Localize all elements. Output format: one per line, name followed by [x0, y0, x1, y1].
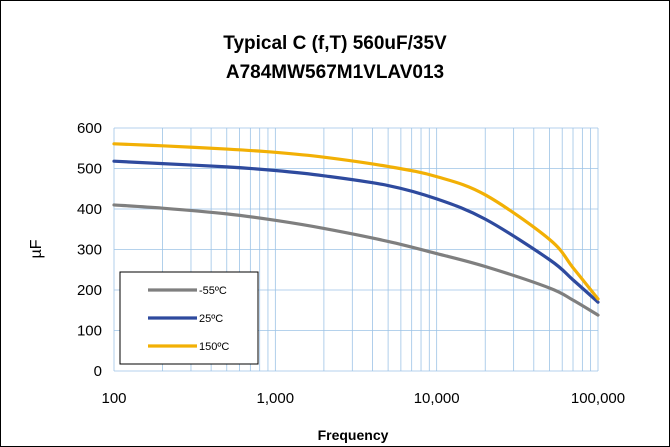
- y-tick-label: 0: [94, 363, 102, 380]
- x-tick-label: 100,000: [571, 390, 625, 407]
- y-tick-label: 600: [77, 120, 102, 137]
- y-tick-label: 200: [77, 282, 102, 299]
- chart-title-line-2: A784MW567M1VLAV013: [226, 62, 444, 83]
- x-tick-labels: 100 1,000 10,000 100,000: [101, 390, 625, 407]
- series-line-0: [112, 203, 600, 317]
- legend-label: 150ºC: [199, 341, 229, 353]
- chart-title: Typical C (f,T) 560uF/35V A784MW567M1VLA…: [223, 33, 447, 83]
- series-line-2: [112, 142, 600, 301]
- x-axis-label: Frequency: [318, 427, 389, 443]
- y-tick-label: 500: [77, 161, 102, 178]
- legend-label: -55ºC: [199, 285, 227, 297]
- y-tick-label: 100: [77, 323, 102, 340]
- x-tick-label: 10,000: [414, 390, 460, 407]
- y-tick-label: 300: [77, 242, 102, 259]
- series-lines: [112, 142, 600, 317]
- y-axis-label: µF: [28, 239, 45, 258]
- legend: -55ºC 25ºC 150ºC: [119, 271, 259, 365]
- x-tick-label: 100: [101, 390, 126, 407]
- legend-label: 25ºC: [199, 313, 223, 325]
- chart-title-line-1: Typical C (f,T) 560uF/35V: [223, 33, 447, 54]
- y-tick-label: 400: [77, 201, 102, 218]
- x-tick-label: 1,000: [257, 390, 295, 407]
- y-tick-labels: 0 100 200 300 400 500 600: [77, 120, 102, 380]
- series-line-1: [112, 159, 600, 304]
